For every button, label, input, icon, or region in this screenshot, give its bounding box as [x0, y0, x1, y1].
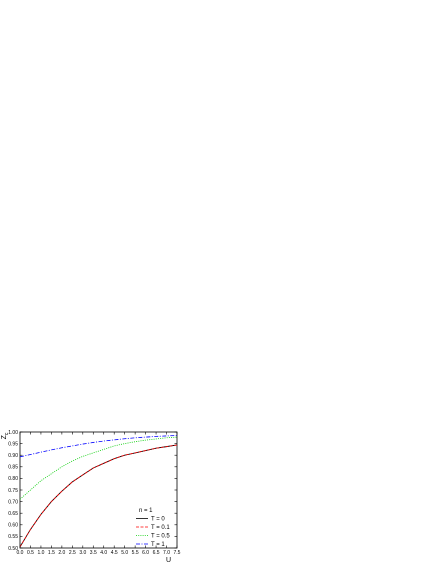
x-tick-label: 7.0 — [163, 550, 170, 556]
x-axis-title: U — [166, 557, 171, 564]
x-tick-label: 5.0 — [121, 550, 128, 556]
y-tick-label: 0.85 — [8, 465, 18, 471]
x-tick-label: 0.0 — [17, 550, 24, 556]
legend-label: T = 0.1 — [151, 525, 170, 531]
series-line-4 — [19, 435, 178, 458]
legend-label: T = 0 — [151, 517, 165, 523]
x-tick-label: 2.0 — [58, 550, 65, 556]
x-tick-label: 4.0 — [100, 550, 107, 556]
x-tick-label: 3.5 — [90, 550, 97, 556]
y-axis-title-subscript: c — [4, 432, 10, 435]
y-tick-label: 0.90 — [8, 453, 18, 459]
y-axis-title: Zc — [1, 432, 10, 439]
y-axis-title-main: Z — [1, 434, 8, 439]
y-tick-label: 0.95 — [8, 441, 18, 447]
series-line-2 — [19, 444, 178, 548]
y-tick-label: 0.75 — [8, 488, 18, 494]
legend-label: T = 1 — [151, 542, 165, 548]
series-line-3 — [19, 436, 178, 500]
y-tick-label: 0.50 — [8, 546, 18, 552]
x-tick-label: 4.5 — [111, 550, 118, 556]
x-tick-label: 2.5 — [69, 550, 76, 556]
x-tick-label: 0.5 — [27, 550, 34, 556]
x-tick-label: 7.5 — [174, 550, 181, 556]
y-tick-label: 0.60 — [8, 523, 18, 529]
y-tick-label: 0.80 — [8, 476, 18, 482]
x-tick-label: 5.5 — [132, 550, 139, 556]
legend-label: T = 0.5 — [151, 534, 170, 540]
legend-title: n = 1 — [139, 508, 153, 514]
y-tick-label: 0.70 — [8, 499, 18, 505]
y-tick-label: 0.55 — [8, 534, 18, 540]
y-tick-label: 1.00 — [8, 430, 18, 436]
x-tick-label: 6.5 — [153, 550, 160, 556]
x-tick-label: 1.0 — [37, 550, 44, 556]
x-tick-label: 6.0 — [142, 550, 149, 556]
series-line-1 — [19, 444, 178, 548]
x-tick-label: 1.5 — [48, 550, 55, 556]
x-tick-label: 3.0 — [79, 550, 86, 556]
y-tick-label: 0.65 — [8, 511, 18, 517]
